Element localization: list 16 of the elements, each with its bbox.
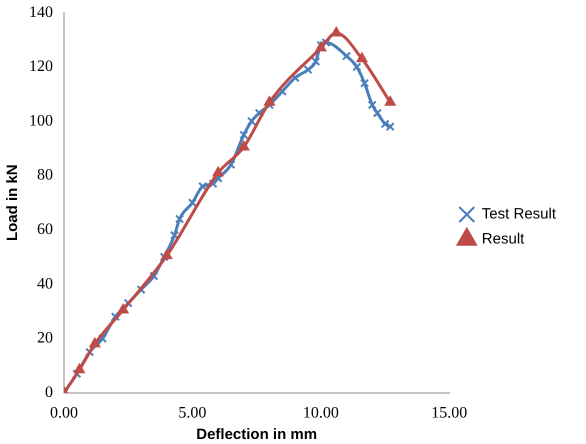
x-axis-title: Deflection in mm — [196, 426, 318, 444]
y-tick-label: 60 — [37, 221, 53, 238]
y-tick-label: 40 — [37, 275, 53, 292]
y-tick-label: 20 — [37, 330, 53, 347]
x-tick-label: 10.00 — [302, 404, 339, 422]
legend-label: Test Result — [482, 206, 557, 223]
y-tick-label: 120 — [29, 58, 53, 76]
x-tick-label: 0.00 — [50, 404, 78, 422]
x-tick-label: 15.00 — [431, 404, 468, 422]
y-tick-label: 0 — [45, 384, 53, 402]
legend-label: Result — [482, 230, 526, 248]
x-tick-label: 5.00 — [178, 404, 206, 422]
y-tick-label: 140 — [29, 4, 53, 21]
y-axis-title: Load in kN — [4, 164, 22, 242]
y-tick-label: 100 — [29, 112, 53, 130]
y-tick-label: 80 — [37, 166, 53, 184]
